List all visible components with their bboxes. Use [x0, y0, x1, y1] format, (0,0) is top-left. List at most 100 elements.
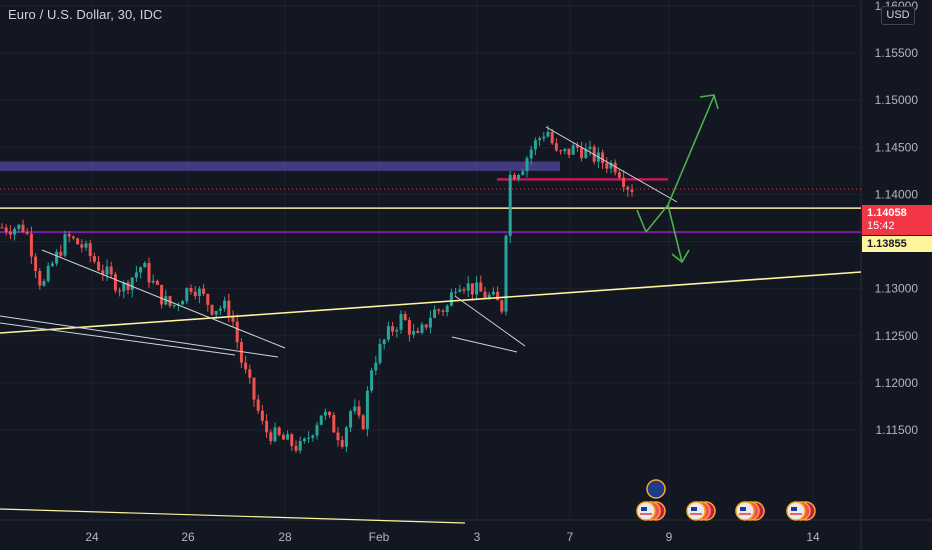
candle-body — [559, 150, 563, 152]
candle-body — [458, 289, 462, 292]
candle-body — [239, 342, 243, 363]
price-axis-label: 1.15500 — [875, 46, 919, 60]
us-flag-canton — [791, 507, 797, 511]
candle-body — [210, 304, 214, 315]
resistance-zone — [0, 161, 560, 171]
candle-body — [386, 326, 390, 340]
candle-body — [71, 236, 75, 239]
descending-channel-line — [0, 322, 236, 356]
descending-triangle-line — [545, 126, 678, 203]
candle-body — [50, 263, 54, 266]
candle-body — [521, 171, 525, 175]
candle-body — [437, 309, 441, 311]
candle-body — [563, 148, 567, 152]
projection-path — [636, 209, 647, 233]
candle-body — [496, 291, 500, 301]
candle-body — [80, 244, 84, 248]
time-axis-label: 9 — [666, 530, 673, 544]
time-axis-label: 3 — [474, 530, 481, 544]
candle-body — [118, 290, 122, 292]
candle-body — [361, 415, 365, 430]
candle-body — [353, 406, 357, 412]
candle-body — [139, 267, 143, 273]
candle-body — [630, 189, 634, 192]
candle-body — [143, 263, 147, 268]
candle-body — [311, 435, 315, 438]
candle-body — [42, 281, 46, 286]
price-axis-label: 1.15000 — [875, 93, 919, 107]
candle-body — [302, 438, 306, 442]
candle-body — [269, 432, 273, 442]
candle-body — [160, 284, 164, 305]
candle-body — [101, 270, 105, 275]
candle-body — [218, 308, 222, 311]
last-price-tag: 1.14058 15:42 — [862, 205, 932, 235]
candle-body — [340, 440, 344, 447]
candle-body — [113, 274, 117, 291]
candle-body — [34, 256, 38, 271]
time-axis-label: 7 — [567, 530, 574, 544]
candle-body — [487, 294, 491, 299]
candle-body — [475, 282, 479, 295]
us-flag-canton — [740, 507, 746, 511]
candle-body — [46, 265, 50, 282]
candle-body — [399, 314, 403, 330]
us-flag-canton — [641, 507, 647, 511]
candle-body — [92, 255, 96, 262]
candle-body — [151, 280, 155, 283]
level-price-tag: 1.13855 — [862, 236, 932, 252]
last-price-value: 1.14058 — [867, 207, 907, 219]
currency-button[interactable]: USD — [881, 6, 915, 25]
candle-body — [244, 362, 248, 370]
candle-body — [13, 228, 17, 235]
candle-body — [395, 329, 399, 332]
candle-body — [504, 235, 508, 312]
time-axis-label: Feb — [369, 530, 390, 544]
up-arrow-shaft — [667, 95, 715, 206]
falling-wedge-line — [451, 336, 518, 353]
candle-body — [265, 420, 269, 433]
price-axis-label: 1.13000 — [875, 282, 919, 296]
candle-body — [197, 288, 201, 297]
ascending-trendline — [0, 271, 862, 334]
candle-body — [298, 441, 302, 451]
candle-body — [601, 152, 605, 164]
candle-body — [529, 149, 533, 159]
candle-body — [281, 434, 285, 440]
candle-body — [580, 147, 584, 159]
candle-body — [609, 162, 613, 169]
candle-body — [88, 243, 92, 256]
candle-body — [428, 317, 432, 328]
candle-body — [332, 415, 336, 433]
candle-body — [76, 238, 80, 245]
candle-body — [517, 174, 521, 180]
time-axis-label: 26 — [181, 530, 195, 544]
candle-body — [328, 411, 332, 416]
candle-body — [466, 283, 470, 291]
candle-body — [454, 291, 458, 293]
candle-body — [420, 324, 424, 333]
candle-body — [584, 148, 588, 159]
candle-body — [407, 320, 411, 335]
candle-body — [567, 148, 571, 155]
candle-body — [508, 174, 512, 236]
candle-body — [55, 251, 59, 264]
candle-body — [63, 234, 67, 256]
candle-body — [588, 146, 592, 149]
candle-body — [21, 224, 25, 232]
descending-channel-line — [0, 315, 279, 358]
candle-body — [277, 427, 281, 435]
candle-body — [462, 289, 466, 291]
candle-body — [231, 317, 235, 322]
candle-body — [378, 344, 382, 363]
candle-body — [433, 309, 437, 318]
candle-body — [38, 270, 42, 286]
candle-body — [126, 282, 130, 290]
candle-body — [483, 291, 487, 299]
candle-body — [525, 158, 529, 172]
candle-body — [336, 432, 340, 441]
candle-body — [105, 266, 109, 275]
candle-body — [256, 399, 260, 411]
